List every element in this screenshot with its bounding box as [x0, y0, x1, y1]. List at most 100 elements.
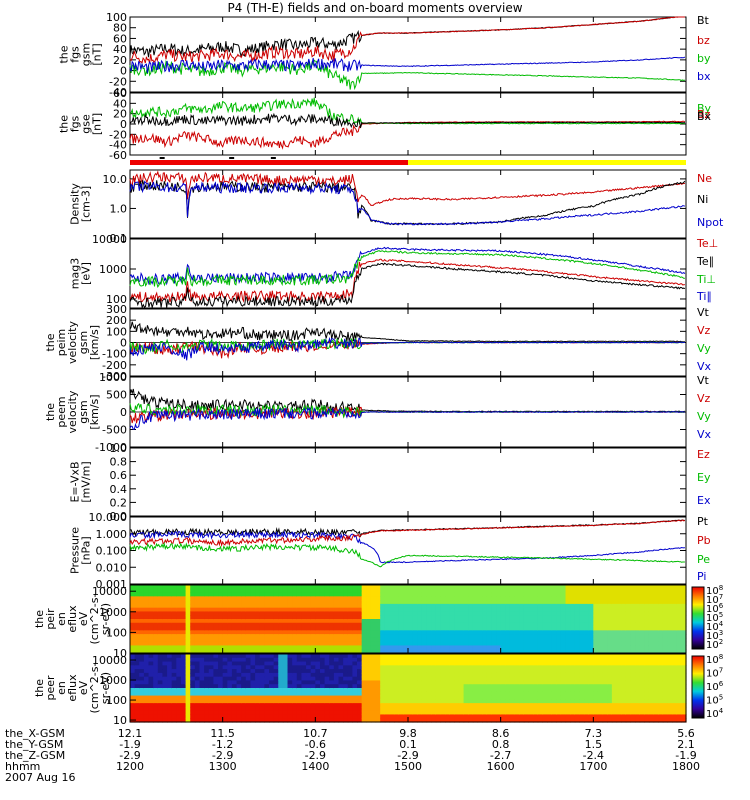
spectrogram-cell: [157, 684, 164, 689]
spectrogram-cell: [602, 626, 608, 631]
spectrogram-cell: [315, 680, 321, 685]
spectrogram-cell: [375, 714, 381, 719]
spectrogram-cell: [185, 619, 191, 624]
spectrogram-cell: [222, 699, 228, 704]
spectrogram-cell: [199, 654, 205, 659]
spectrogram-cell: [366, 684, 372, 689]
spectrogram-cell: [227, 637, 233, 643]
spectrogram-cell: [500, 626, 506, 631]
spectrogram-cell: [176, 634, 182, 639]
spectrogram-cell: [616, 645, 622, 650]
spectrogram-cell: [570, 603, 576, 609]
spectrogram-cell: [412, 718, 418, 723]
spectrogram-cell: [426, 626, 432, 631]
spectrogram-cell: [463, 691, 469, 697]
spectrogram-cell: [509, 588, 516, 594]
spectrogram-cell: [306, 703, 312, 708]
spectrogram-cell: [287, 626, 293, 631]
spectrogram-cell: [505, 630, 511, 635]
spectrogram-cell: [222, 645, 228, 650]
spectrogram-cell: [408, 669, 414, 674]
spectrogram-cell: [509, 706, 516, 712]
spectrogram-cell: [676, 600, 682, 605]
spectrogram-cell: [130, 592, 136, 597]
spectrogram-cell: [458, 714, 465, 719]
spectrogram-cell: [361, 622, 367, 628]
spectrogram-cell: [635, 600, 641, 605]
spectrogram-cell: [658, 710, 664, 716]
spectrogram-cell: [602, 661, 608, 666]
spectrogram-cell: [412, 691, 418, 697]
spectrogram-cell: [528, 665, 534, 670]
spectrogram-cell: [264, 703, 270, 708]
spectrogram-cell: [190, 661, 196, 666]
spectrogram-cell: [458, 665, 465, 670]
y-tick-label: -40: [109, 139, 127, 152]
spectrogram-cell: [389, 600, 395, 605]
spectrogram-cell: [245, 657, 252, 663]
spectrogram-cell: [394, 600, 400, 605]
spectrogram-cell: [306, 710, 312, 716]
spectrogram-cell: [523, 654, 530, 659]
spectrogram-cell: [352, 585, 358, 590]
spectrogram-cell: [398, 688, 404, 693]
spectrogram-cell: [227, 622, 233, 628]
spectrogram-cell: [486, 622, 492, 628]
spectrogram-cell: [278, 619, 284, 624]
spectrogram-cell: [658, 641, 664, 647]
spectrogram-cell: [157, 600, 164, 605]
colorbar: [691, 586, 705, 650]
spectrogram-cell: [491, 626, 497, 631]
spectrogram-cell: [347, 718, 353, 723]
spectrogram-cell: [500, 657, 506, 663]
spectrogram-cell: [259, 626, 265, 631]
spectrogram-cell: [611, 641, 618, 647]
spectrogram-cell: [653, 676, 659, 682]
spectrogram-cell: [454, 630, 460, 635]
spectrogram-cell: [301, 676, 307, 682]
spectrogram-cell: [143, 695, 150, 700]
spectrogram-cell: [676, 649, 682, 654]
spectrogram-cell: [278, 654, 284, 659]
spectrogram-cell: [528, 588, 534, 594]
spectrogram-cell: [509, 680, 516, 685]
spectrogram-cell: [333, 585, 340, 590]
legend-label-bx: bx: [697, 70, 711, 83]
spectrogram-cell: [681, 695, 687, 700]
spectrogram-cell: [635, 695, 641, 700]
panel-frame: [129, 447, 687, 517]
spectrogram-cell: [301, 661, 307, 666]
spectrogram-cell: [597, 600, 604, 605]
spectrogram-cell: [380, 630, 386, 635]
spectrogram-cell: [171, 607, 177, 613]
spectrogram-cell: [338, 611, 344, 616]
spectrogram-cell: [343, 684, 349, 689]
spectrogram-cell: [556, 585, 562, 590]
spectrogram-cell: [500, 607, 506, 613]
spectrogram-cell: [547, 669, 553, 674]
spectrogram-cell: [343, 634, 349, 639]
spectrogram-cell: [319, 703, 326, 708]
spectrogram-cell: [204, 585, 210, 590]
spectrogram-cell: [361, 703, 367, 708]
spectrogram-cell: [528, 714, 534, 719]
spectrogram-cell: [282, 676, 289, 682]
spectrogram-cell: [190, 634, 196, 639]
y-axis-label: [nT]: [91, 113, 104, 135]
spectrogram-cell: [370, 626, 377, 631]
spectrogram-cell: [301, 703, 307, 708]
spectrogram-cell: [533, 603, 539, 609]
spectrogram-cell: [621, 641, 627, 647]
spectrogram-cell: [282, 654, 289, 659]
spectrogram-cell: [324, 603, 330, 609]
spectrogram-cell: [250, 688, 256, 693]
spectrogram-cell: [370, 615, 377, 620]
y-tick-label: 0.4: [110, 483, 128, 496]
spectrogram-cell: [343, 600, 349, 605]
spectrogram-cell: [672, 710, 678, 716]
spectrogram-cell: [491, 588, 497, 594]
spectrogram-cell: [435, 699, 442, 704]
spectrogram-cell: [412, 596, 418, 601]
spectrogram-cell: [259, 611, 265, 616]
spectrogram-cell: [278, 596, 284, 601]
